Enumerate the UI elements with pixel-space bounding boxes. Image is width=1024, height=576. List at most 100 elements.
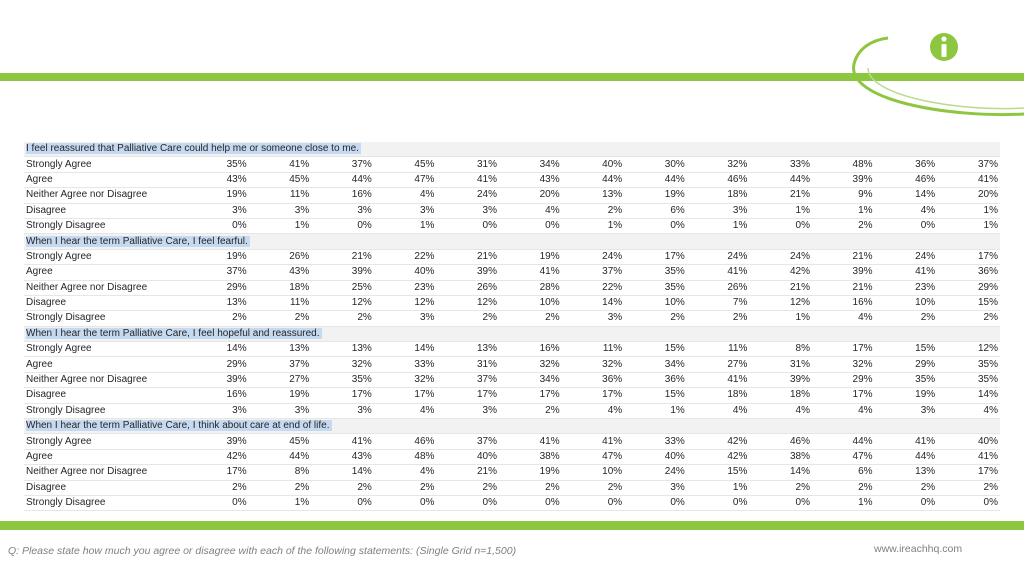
value-cell: 3% bbox=[186, 203, 249, 219]
value-cell: 36% bbox=[561, 372, 625, 389]
brand-logo bbox=[838, 22, 1024, 118]
table-row: Strongly Agree 39% 45% 41% 46% 37% 41% 41% 33% 42… bbox=[24, 433, 1000, 450]
value-cell: 39% bbox=[811, 264, 875, 281]
value-cell: 10% bbox=[561, 464, 625, 481]
value-cell: 2% bbox=[373, 480, 437, 496]
value-cell: 26% bbox=[436, 280, 499, 296]
value-cell: 19% bbox=[499, 464, 562, 481]
value-cell: 0% bbox=[186, 495, 249, 512]
value-cell: 2% bbox=[874, 310, 938, 327]
row-label: Strongly Agree bbox=[24, 249, 187, 266]
value-cell: 35% bbox=[874, 372, 938, 389]
row-label: Disagree bbox=[24, 295, 187, 312]
value-cell: 2% bbox=[811, 480, 875, 496]
value-cell: 2% bbox=[561, 203, 625, 219]
value-cell: 18% bbox=[686, 387, 750, 404]
value-cell: 7% bbox=[686, 295, 750, 312]
row-label: Strongly Disagree bbox=[24, 310, 187, 327]
value-cell: 40% bbox=[373, 264, 437, 281]
question-text: When I hear the term Palliative Care, I … bbox=[26, 327, 322, 339]
value-cell: 32% bbox=[373, 372, 437, 389]
table-row: Neither Agree nor Disagree 17% 8% 14% 4% 21% 1… bbox=[24, 464, 1000, 481]
website-link[interactable]: www.ireachhq.com bbox=[874, 543, 963, 555]
value-cell: 41% bbox=[311, 433, 374, 450]
value-cell: 14% bbox=[311, 464, 374, 481]
value-cell: 34% bbox=[499, 156, 562, 173]
value-cell: 34% bbox=[624, 356, 687, 373]
value-cell: 0% bbox=[436, 495, 499, 512]
row-label: Agree bbox=[24, 356, 187, 373]
value-cell: 19% bbox=[248, 387, 312, 404]
value-cell: 37% bbox=[311, 156, 374, 173]
value-cell: 43% bbox=[248, 264, 312, 281]
value-cell: 17% bbox=[436, 387, 499, 404]
value-cell: 15% bbox=[686, 464, 750, 481]
value-cell: 19% bbox=[874, 387, 938, 404]
value-cell: 33% bbox=[624, 433, 687, 450]
value-cell: 48% bbox=[373, 449, 437, 466]
value-cell: 34% bbox=[499, 372, 562, 389]
value-cell: 40% bbox=[436, 449, 499, 466]
value-cell: 1% bbox=[248, 495, 312, 512]
value-cell: 19% bbox=[186, 249, 249, 266]
value-cell: 24% bbox=[686, 249, 750, 266]
value-cell: 29% bbox=[937, 280, 1000, 296]
row-label: Strongly Agree bbox=[24, 156, 187, 173]
value-cell: 3% bbox=[874, 403, 938, 420]
value-cell: 41% bbox=[874, 264, 938, 281]
value-cell: 2% bbox=[186, 480, 249, 496]
value-cell: 22% bbox=[561, 280, 625, 296]
value-cell: 2% bbox=[248, 310, 312, 327]
value-cell: 18% bbox=[749, 387, 812, 404]
table-row: Strongly Agree 14% 13% 13% 14% 13% 16% 11% 15% 11… bbox=[24, 341, 1000, 358]
value-cell: 22% bbox=[373, 249, 437, 266]
value-cell: 39% bbox=[811, 172, 875, 189]
value-cell: 19% bbox=[186, 187, 249, 204]
value-cell: 35% bbox=[311, 372, 374, 389]
value-cell: 17% bbox=[311, 387, 374, 404]
value-cell: 46% bbox=[749, 433, 812, 450]
value-cell: 42% bbox=[686, 433, 750, 450]
table-row: Strongly Disagree 3% 3% 3% 4% 3% 2% 4% 1% 4% 4% 4% 3… bbox=[24, 403, 1000, 420]
question-text: I feel reassured that Palliative Care co… bbox=[26, 143, 361, 155]
question-row: When I hear the term Palliative Care, I … bbox=[24, 418, 1000, 435]
question-cell: When I hear the term Palliative Care, I … bbox=[24, 418, 1000, 435]
value-cell: 29% bbox=[186, 356, 249, 373]
value-cell: 9% bbox=[811, 187, 875, 204]
question-cell: I feel reassured that Palliative Care co… bbox=[24, 142, 1000, 158]
value-cell: 25% bbox=[311, 280, 374, 296]
value-cell: 13% bbox=[436, 341, 499, 358]
value-cell: 2% bbox=[561, 480, 625, 496]
value-cell: 47% bbox=[373, 172, 437, 189]
value-cell: 32% bbox=[561, 356, 625, 373]
value-cell: 0% bbox=[874, 495, 938, 512]
table-row: Strongly Disagree 2% 2% 2% 3% 2% 2% 3% 2% 2% 1% 4% 2… bbox=[24, 310, 1000, 327]
row-label: Strongly Disagree bbox=[24, 403, 187, 420]
row-label: Strongly Agree bbox=[24, 341, 187, 358]
question-row: When I hear the term Palliative Care, I … bbox=[24, 326, 1000, 343]
value-cell: 46% bbox=[874, 172, 938, 189]
value-cell: 1% bbox=[749, 310, 812, 327]
value-cell: 2% bbox=[436, 480, 499, 496]
value-cell: 0% bbox=[186, 218, 249, 235]
value-cell: 42% bbox=[686, 449, 750, 466]
value-cell: 0% bbox=[624, 218, 687, 235]
value-cell: 17% bbox=[499, 387, 562, 404]
table-row: Strongly Agree 19% 26% 21% 22% 21% 19% 24% 17% 24… bbox=[24, 249, 1000, 266]
table-row: Disagree 16% 19% 17% 17% 17% 17% 17% 15% 18% 18% 17… bbox=[24, 387, 1000, 404]
value-cell: 35% bbox=[937, 356, 1000, 373]
value-cell: 14% bbox=[186, 341, 249, 358]
value-cell: 36% bbox=[937, 264, 1000, 281]
value-cell: 10% bbox=[499, 295, 562, 312]
value-cell: 3% bbox=[186, 403, 249, 420]
value-cell: 4% bbox=[937, 403, 1000, 420]
value-cell: 1% bbox=[937, 218, 1000, 235]
value-cell: 32% bbox=[311, 356, 374, 373]
value-cell: 3% bbox=[248, 403, 312, 420]
question-text: When I hear the term Palliative Care, I … bbox=[26, 235, 250, 247]
question-cell: When I hear the term Palliative Care, I … bbox=[24, 233, 1000, 250]
value-cell: 1% bbox=[749, 203, 812, 219]
value-cell: 1% bbox=[811, 203, 875, 219]
table-row: Disagree 13% 11% 12% 12% 12% 10% 14% 10% 7% 12% 16%… bbox=[24, 295, 1000, 312]
value-cell: 11% bbox=[686, 341, 750, 358]
